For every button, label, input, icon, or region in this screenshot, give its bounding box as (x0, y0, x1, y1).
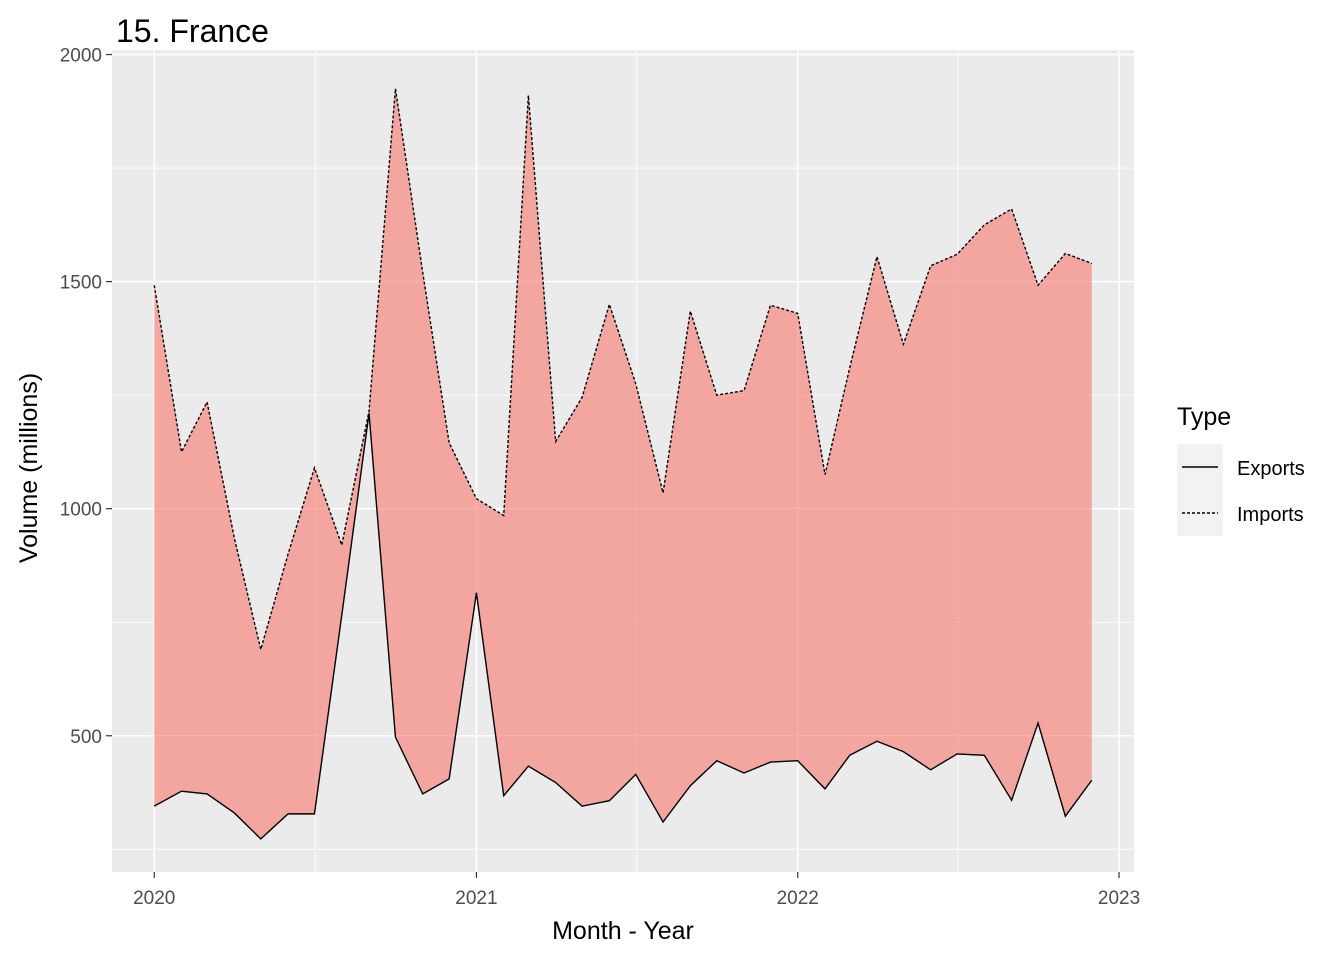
y-tick-label: 1000 (60, 500, 102, 521)
x-axis: 2020 2021 2022 2023 (133, 872, 1140, 909)
x-tick-label: 2022 (777, 888, 819, 909)
series-line-imports (153, 88, 1092, 653)
chart-title: 15. France (116, 13, 269, 49)
legend-label-imports: Imports (1237, 504, 1304, 526)
y-tick-label: 2000 (60, 46, 102, 67)
legend-title: Type (1177, 403, 1231, 431)
legend-label-exports: Exports (1237, 458, 1305, 480)
y-tick-label: 1500 (60, 273, 102, 294)
x-tick-label: 2020 (133, 888, 175, 909)
y-axis: 500 1000 1500 2000 (60, 46, 112, 748)
x-axis-title: Month - Year (552, 917, 694, 945)
x-tick-label: 2023 (1098, 888, 1140, 909)
x-tick-label: 2021 (455, 888, 497, 909)
legend: Type Exports Imports (1177, 403, 1305, 536)
y-tick-label: 500 (70, 727, 102, 748)
series-line-exports (153, 413, 1093, 840)
y-axis-title: Volume (millions) (15, 373, 43, 563)
